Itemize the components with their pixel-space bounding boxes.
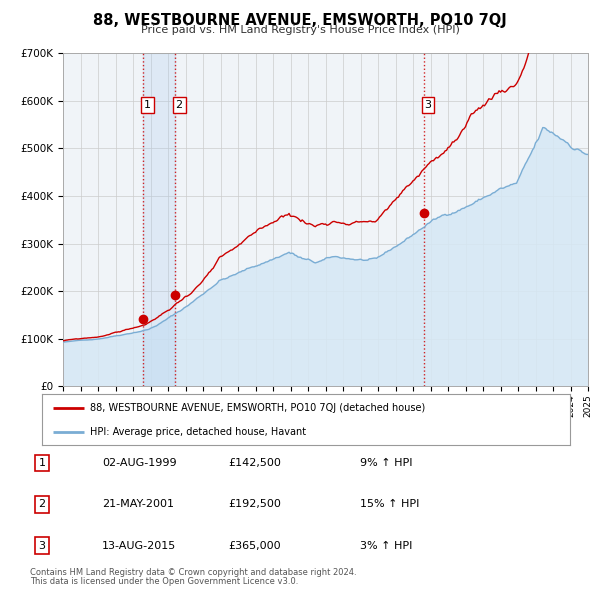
Text: 88, WESTBOURNE AVENUE, EMSWORTH, PO10 7QJ: 88, WESTBOURNE AVENUE, EMSWORTH, PO10 7Q…: [93, 13, 507, 28]
Text: 15% ↑ HPI: 15% ↑ HPI: [360, 500, 419, 509]
Text: 3: 3: [425, 100, 431, 110]
Text: 88, WESTBOURNE AVENUE, EMSWORTH, PO10 7QJ (detached house): 88, WESTBOURNE AVENUE, EMSWORTH, PO10 7Q…: [89, 403, 425, 413]
Text: £192,500: £192,500: [228, 500, 281, 509]
Text: 21-MAY-2001: 21-MAY-2001: [102, 500, 174, 509]
Text: 9% ↑ HPI: 9% ↑ HPI: [360, 458, 413, 468]
Text: 1: 1: [38, 458, 46, 468]
Text: 2: 2: [176, 100, 183, 110]
Text: 2: 2: [38, 500, 46, 509]
Text: Price paid vs. HM Land Registry's House Price Index (HPI): Price paid vs. HM Land Registry's House …: [140, 25, 460, 35]
Text: £365,000: £365,000: [228, 541, 281, 550]
Text: 3% ↑ HPI: 3% ↑ HPI: [360, 541, 412, 550]
Text: 02-AUG-1999: 02-AUG-1999: [102, 458, 176, 468]
Text: Contains HM Land Registry data © Crown copyright and database right 2024.: Contains HM Land Registry data © Crown c…: [30, 568, 356, 577]
Text: This data is licensed under the Open Government Licence v3.0.: This data is licensed under the Open Gov…: [30, 578, 298, 586]
Text: 13-AUG-2015: 13-AUG-2015: [102, 541, 176, 550]
Text: HPI: Average price, detached house, Havant: HPI: Average price, detached house, Hava…: [89, 428, 305, 437]
Text: 3: 3: [38, 541, 46, 550]
Text: £142,500: £142,500: [228, 458, 281, 468]
Bar: [143, 53, 175, 386]
Text: 1: 1: [144, 100, 151, 110]
